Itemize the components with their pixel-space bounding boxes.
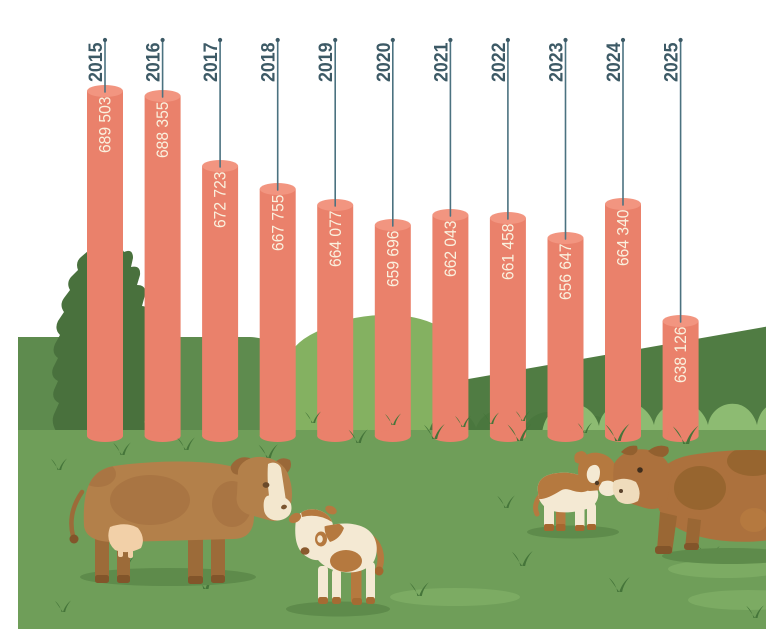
svg-text:2021: 2021 <box>431 42 452 82</box>
svg-text:2025: 2025 <box>662 42 683 82</box>
svg-text:2022: 2022 <box>489 42 510 82</box>
svg-text:2017: 2017 <box>201 43 222 83</box>
svg-text:689 503: 689 503 <box>96 96 115 153</box>
svg-text:2018: 2018 <box>259 43 280 83</box>
svg-text:664 077: 664 077 <box>326 211 345 268</box>
svg-text:2015: 2015 <box>86 42 107 82</box>
svg-text:672 723: 672 723 <box>211 171 230 228</box>
svg-text:667 755: 667 755 <box>268 195 287 252</box>
svg-text:2019: 2019 <box>316 43 337 83</box>
svg-text:638 126: 638 126 <box>671 327 690 384</box>
svg-text:661 458: 661 458 <box>499 224 518 281</box>
svg-text:2024: 2024 <box>604 42 625 82</box>
svg-text:659 696: 659 696 <box>383 231 402 288</box>
svg-text:2016: 2016 <box>144 43 165 83</box>
svg-text:662 043: 662 043 <box>441 221 460 278</box>
svg-text:688 355: 688 355 <box>153 102 172 159</box>
svg-text:656 647: 656 647 <box>556 244 575 301</box>
svg-text:664 340: 664 340 <box>614 210 633 267</box>
svg-text:2023: 2023 <box>547 43 568 83</box>
svg-text:2020: 2020 <box>374 43 395 83</box>
